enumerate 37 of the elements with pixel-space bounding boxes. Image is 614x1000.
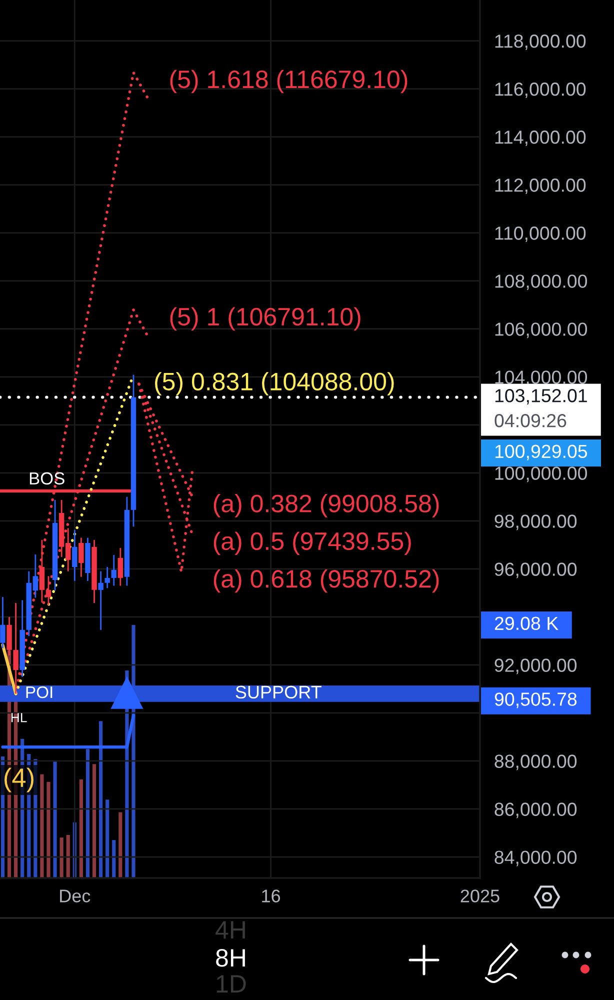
- x-tick-label: Dec: [60, 890, 90, 902]
- y-tick-label: 118,000.00: [495, 34, 586, 50]
- y-tick-label: 92,000.00: [494, 658, 577, 674]
- y-tick-label: 110,000.00: [495, 226, 586, 242]
- y-tick-label: 98,000.00: [494, 514, 577, 530]
- text: 4H: [216, 921, 245, 938]
- y-tick-label: 86,000.00: [494, 802, 577, 818]
- text: 04:09:26: [494, 414, 566, 428]
- y-tick-label: 100,000.00: [495, 466, 587, 482]
- annotation: POI: [26, 686, 52, 698]
- text: 100,929.05: [495, 444, 588, 460]
- annotation: (4): [4, 768, 34, 792]
- x-tick-label: 2025: [460, 890, 500, 902]
- y-tick-label: 114,000.00: [495, 130, 586, 146]
- band-label: SUPPORT: [236, 686, 322, 699]
- text: 1D: [216, 975, 246, 992]
- series-label: (a) 0.5 (97439.55): [214, 532, 411, 556]
- series-label: (5) 1.618 (116679.10): [170, 70, 408, 94]
- text: 90,505.78: [494, 692, 577, 708]
- text: 8H: [216, 949, 245, 967]
- series-label: (5) 0.831 (104088.00): [155, 372, 394, 396]
- y-tick-label: 104,000.00: [495, 370, 587, 386]
- annotation: BOS: [30, 472, 64, 485]
- ref-line-label: 103,152.01: [495, 389, 587, 404]
- x-tick-label: 16: [262, 890, 280, 902]
- text: 29.08 K: [494, 616, 558, 630]
- y-tick-label: 88,000.00: [494, 754, 577, 770]
- y-tick-label: 108,000.00: [495, 274, 587, 290]
- y-tick-label: 106,000.00: [495, 322, 587, 338]
- series-label: (a) 0.382 (99008.58): [214, 494, 439, 518]
- y-tick-label: 84,000.00: [494, 850, 577, 866]
- y-tick-label: 96,000.00: [494, 562, 577, 578]
- series-label: (a) 0.618 (95870.52): [214, 569, 439, 593]
- y-tick-label: 116,000.00: [495, 82, 586, 98]
- y-tick-label: 112,000.00: [495, 178, 586, 194]
- series-label: (5) 1 (106791.10): [170, 307, 360, 331]
- annotation: HL: [11, 713, 27, 722]
